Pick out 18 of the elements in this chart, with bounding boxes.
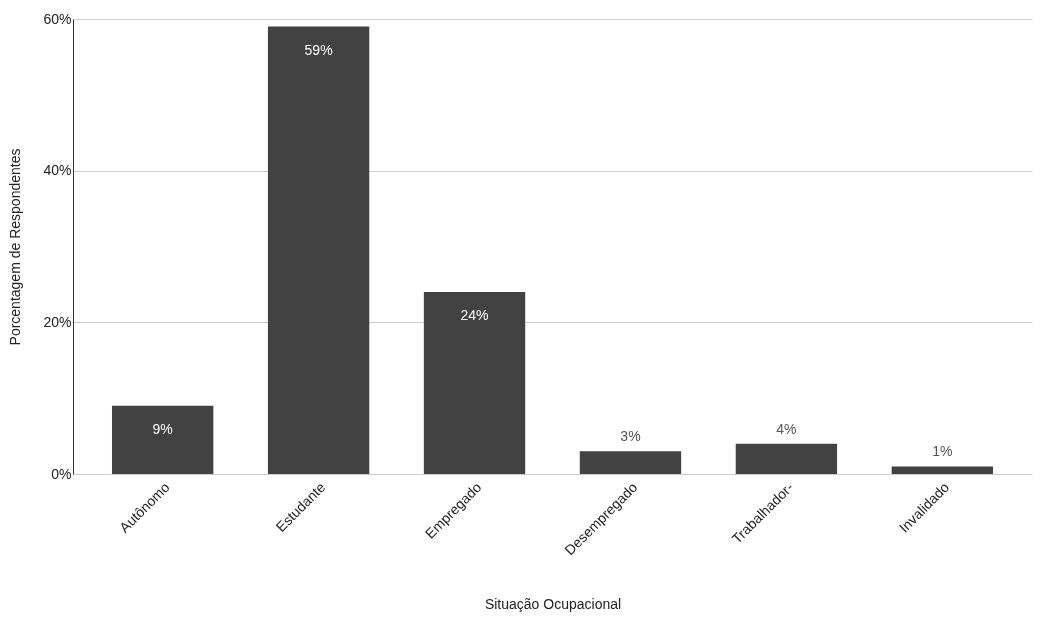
data-label: 3% bbox=[620, 428, 641, 445]
bar bbox=[891, 466, 994, 474]
data-label: 24% bbox=[460, 307, 489, 323]
bar bbox=[111, 405, 214, 474]
y-tick-label: 20% bbox=[43, 313, 72, 330]
y-axis-title: Porcentagem de Respondentes bbox=[7, 148, 24, 346]
bar bbox=[735, 443, 838, 474]
y-tick-label: 60% bbox=[43, 10, 72, 27]
bar bbox=[423, 292, 526, 474]
x-axis-title: Situação Ocupacional bbox=[484, 596, 622, 613]
bar bbox=[267, 26, 370, 474]
data-label: 1% bbox=[932, 443, 953, 460]
bar bbox=[579, 451, 682, 474]
data-label: 59% bbox=[304, 41, 333, 58]
y-tick-label: 40% bbox=[43, 162, 72, 179]
data-label: 9% bbox=[152, 420, 173, 437]
y-tick-label: 0% bbox=[51, 465, 72, 482]
data-label: 4% bbox=[776, 420, 797, 437]
